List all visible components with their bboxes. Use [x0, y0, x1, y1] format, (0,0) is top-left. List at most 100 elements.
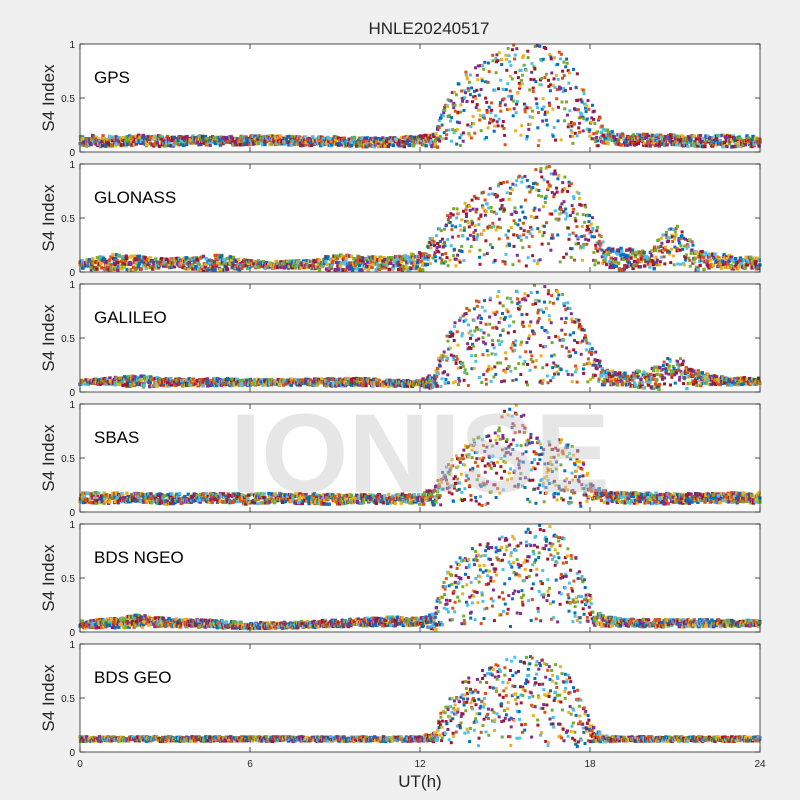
s4-point — [685, 387, 688, 390]
s4-point — [642, 251, 645, 254]
s4-point — [441, 137, 444, 140]
s4-point — [511, 379, 514, 382]
s4-point — [473, 330, 476, 333]
s4-point — [549, 89, 552, 92]
s4-point — [527, 294, 530, 297]
s4-point — [498, 51, 501, 54]
s4-point — [679, 263, 682, 266]
s4-point — [660, 242, 663, 245]
s4-point — [596, 139, 599, 142]
s4-point — [469, 125, 472, 128]
s4-point — [509, 64, 512, 67]
s4-point — [527, 128, 530, 131]
s4-point — [591, 351, 594, 354]
s4-point — [529, 369, 532, 372]
s4-point — [515, 179, 518, 182]
s4-point — [506, 82, 509, 85]
s4-point — [461, 332, 464, 335]
s4-point — [515, 378, 518, 381]
s4-point — [573, 339, 576, 342]
s4-point — [557, 106, 560, 109]
s4-point — [687, 245, 690, 248]
s4-point — [563, 200, 566, 203]
s4-point — [538, 208, 541, 211]
s4-point — [493, 89, 496, 92]
s4-point — [478, 94, 481, 97]
s4-point — [582, 89, 585, 92]
s4-point — [454, 321, 457, 324]
s4-point — [484, 342, 487, 345]
s4-point — [585, 243, 588, 246]
s4-point — [552, 135, 555, 138]
s4-point — [81, 259, 84, 262]
s4-point — [519, 343, 522, 346]
s4-point — [539, 170, 542, 173]
s4-point — [574, 351, 577, 354]
s4-point — [684, 259, 687, 262]
s4-point — [578, 122, 581, 125]
s4-point — [674, 230, 677, 233]
s4-point — [450, 244, 453, 247]
s4-point — [558, 218, 561, 221]
s4-point — [125, 257, 128, 260]
s4-point — [445, 137, 448, 140]
s4-point — [673, 367, 676, 370]
s4-point — [597, 144, 600, 147]
s4-point — [469, 234, 472, 237]
s4-point — [508, 198, 511, 201]
s4-point — [566, 62, 569, 65]
s4-point — [553, 126, 556, 129]
s4-point — [586, 118, 589, 121]
s4-point — [503, 208, 506, 211]
s4-point — [525, 341, 528, 344]
s4-point — [483, 331, 486, 334]
s4-point — [454, 264, 457, 267]
s4-point — [461, 100, 464, 103]
s4-point — [537, 309, 540, 312]
s4-point — [484, 310, 487, 313]
s4-point — [576, 213, 579, 216]
s4-point — [486, 202, 489, 205]
s4-point — [469, 93, 472, 96]
s4-point — [566, 114, 569, 117]
s4-point — [485, 323, 488, 326]
s4-point — [544, 345, 547, 348]
s4-point — [518, 219, 521, 222]
s4-point — [500, 58, 503, 61]
s4-point — [513, 206, 516, 209]
s4-point — [547, 289, 550, 292]
s4-point — [602, 240, 605, 243]
s4-point — [576, 134, 579, 137]
s4-point — [216, 261, 219, 264]
s4-point — [639, 378, 642, 381]
s4-point — [672, 254, 675, 257]
s4-point — [639, 265, 642, 268]
s4-point — [642, 371, 645, 374]
s4-point — [537, 194, 540, 197]
s4-point — [451, 224, 454, 227]
s4-point — [592, 251, 595, 254]
s4-point — [692, 244, 695, 247]
s4-point — [436, 384, 439, 387]
figure-title: HNLE20240517 — [369, 19, 490, 38]
s4-point — [661, 234, 664, 237]
s4-point — [459, 144, 462, 147]
s4-point — [499, 302, 502, 305]
s4-point — [522, 54, 525, 57]
s4-point — [434, 143, 437, 146]
s4-point — [580, 325, 583, 328]
s4-point — [510, 213, 513, 216]
s4-point — [571, 247, 574, 250]
s4-point — [675, 233, 678, 236]
s4-point — [538, 139, 541, 142]
s4-point — [504, 54, 507, 57]
s4-point — [597, 261, 600, 264]
s4-point — [747, 136, 750, 139]
s4-point — [542, 311, 545, 314]
s4-point — [682, 360, 685, 363]
s4-point — [599, 117, 602, 120]
s4-point — [540, 176, 543, 179]
s4-point — [441, 253, 444, 256]
s4-point — [576, 341, 579, 344]
